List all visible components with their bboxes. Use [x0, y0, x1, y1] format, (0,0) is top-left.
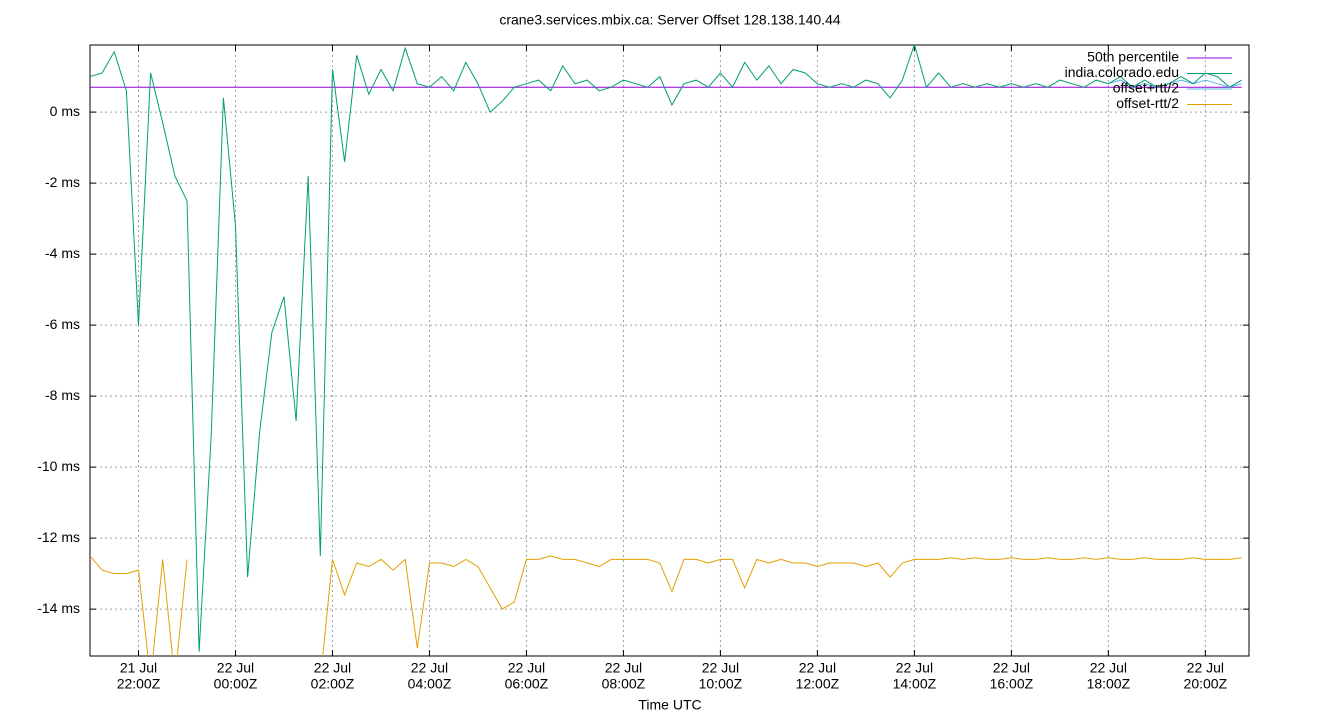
x-tick-label: 22 Jul [314, 660, 351, 676]
x-tick-label: 22 Jul [993, 660, 1030, 676]
x-tick-label: 06:00Z [505, 676, 549, 692]
legend-label: india.colorado.edu [1065, 64, 1179, 80]
x-tick-label: 22 Jul [217, 660, 254, 676]
series-line [90, 45, 1242, 652]
legend-label: offset+rtt/2 [1113, 80, 1179, 96]
y-tick-label: -2 ms [45, 174, 80, 190]
x-tick-label: 04:00Z [408, 676, 452, 692]
x-tick-label: 22 Jul [702, 660, 739, 676]
x-tick-label: 22 Jul [605, 660, 642, 676]
x-tick-label: 22 Jul [1187, 660, 1224, 676]
x-tick-label: 18:00Z [1087, 676, 1131, 692]
series-line [90, 555, 1242, 656]
legend-label: 50th percentile [1087, 49, 1179, 65]
plot-area [90, 45, 1242, 656]
x-tick-label: 22:00Z [117, 676, 161, 692]
x-tick-label: 10:00Z [699, 676, 743, 692]
x-tick-label: 22 Jul [799, 660, 836, 676]
y-tick-label: -12 ms [37, 529, 80, 545]
x-tick-label: 22 Jul [1090, 660, 1127, 676]
x-tick-label: 22 Jul [508, 660, 545, 676]
x-tick-label: 20:00Z [1184, 676, 1228, 692]
x-tick-label: 22 Jul [411, 660, 448, 676]
x-tick-label: 16:00Z [990, 676, 1034, 692]
x-tick-label: 14:00Z [893, 676, 937, 692]
x-tick-label: 08:00Z [602, 676, 646, 692]
legend-label: offset-rtt/2 [1116, 95, 1179, 111]
x-tick-label: 02:00Z [311, 676, 355, 692]
x-tick-label: 12:00Z [796, 676, 840, 692]
y-tick-label: 0 ms [50, 103, 80, 119]
y-tick-label: -10 ms [37, 458, 80, 474]
y-tick-label: -14 ms [37, 600, 80, 616]
plot-frame [89, 44, 1250, 657]
x-tick-label: 22 Jul [896, 660, 933, 676]
x-tick-label: 00:00Z [214, 676, 258, 692]
y-tick-label: -6 ms [45, 316, 80, 332]
y-tick-label: -4 ms [45, 245, 80, 261]
chart-title: crane3.services.mbix.ca: Server Offset 1… [499, 12, 841, 28]
y-tick-label: -8 ms [45, 387, 80, 403]
x-tick-label: 21 Jul [120, 660, 157, 676]
x-axis-label: Time UTC [638, 697, 701, 713]
